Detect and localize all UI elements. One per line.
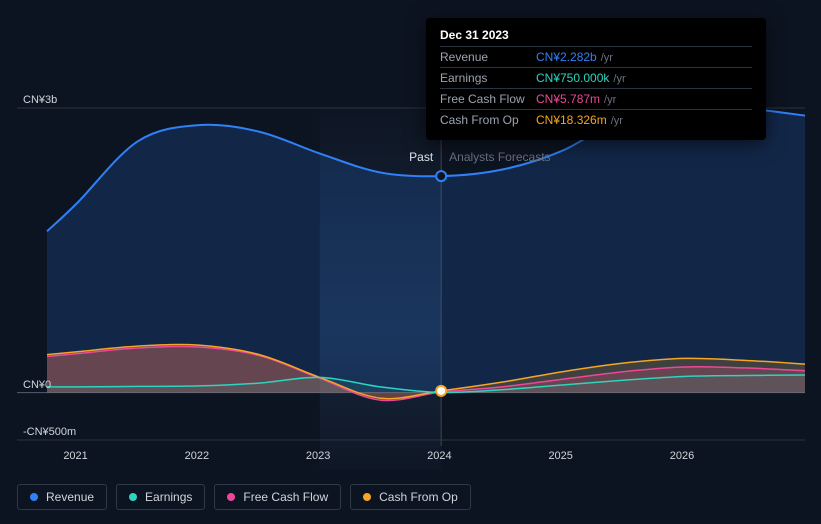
legend-item-cashop[interactable]: Cash From Op [350, 484, 471, 510]
legend-swatch-icon [30, 493, 38, 501]
legend-item-fcf[interactable]: Free Cash Flow [214, 484, 341, 510]
legend-swatch-icon [363, 493, 371, 501]
tooltip-date: Dec 31 2023 [440, 28, 752, 46]
legend-swatch-icon [129, 493, 137, 501]
tooltip-row-label: Revenue [440, 50, 536, 64]
x-axis-tick-label: 2026 [670, 450, 694, 462]
y-axis-tick-label: -CN¥500m [23, 426, 76, 438]
legend-item-label: Cash From Op [379, 490, 458, 504]
tooltip-row-suffix: /yr [601, 52, 613, 64]
y-axis-tick-label: CN¥3b [23, 94, 57, 106]
x-axis-tick-label: 2023 [306, 450, 330, 462]
tooltip-row-label: Cash From Op [440, 113, 536, 127]
tooltip-row-value: CN¥5.787m [536, 92, 600, 106]
tooltip-row: Cash From OpCN¥18.326m/yr [440, 109, 752, 130]
chart-tooltip: Dec 31 2023 RevenueCN¥2.282b/yrEarningsC… [426, 18, 766, 140]
tooltip-row-suffix: /yr [604, 94, 616, 106]
tooltip-row: Free Cash FlowCN¥5.787m/yr [440, 88, 752, 109]
tooltip-row-label: Free Cash Flow [440, 92, 536, 106]
tooltip-row: RevenueCN¥2.282b/yr [440, 46, 752, 67]
x-axis-tick-label: 2021 [63, 450, 87, 462]
tooltip-row-suffix: /yr [613, 73, 625, 85]
legend-item-label: Earnings [145, 490, 192, 504]
section-label-past: Past [409, 150, 433, 164]
tooltip-row-value: CN¥750.000k [536, 71, 609, 85]
chart-legend: Revenue Earnings Free Cash Flow Cash From O… [17, 484, 471, 510]
y-axis-tick-label: CN¥0 [23, 379, 51, 391]
tooltip-row: EarningsCN¥750.000k/yr [440, 67, 752, 88]
tooltip-row-value: CN¥2.282b [536, 50, 597, 64]
section-label-forecast: Analysts Forecasts [449, 150, 550, 164]
x-axis-tick-label: 2025 [548, 450, 572, 462]
legend-item-earnings[interactable]: Earnings [116, 484, 205, 510]
tooltip-row-suffix: /yr [611, 115, 623, 127]
tooltip-row-label: Earnings [440, 71, 536, 85]
tooltip-row-value: CN¥18.326m [536, 113, 607, 127]
x-axis-tick-label: 2024 [427, 450, 451, 462]
legend-swatch-icon [227, 493, 235, 501]
legend-item-label: Free Cash Flow [243, 490, 328, 504]
x-axis-tick-label: 2022 [185, 450, 209, 462]
legend-item-revenue[interactable]: Revenue [17, 484, 107, 510]
legend-item-label: Revenue [46, 490, 94, 504]
